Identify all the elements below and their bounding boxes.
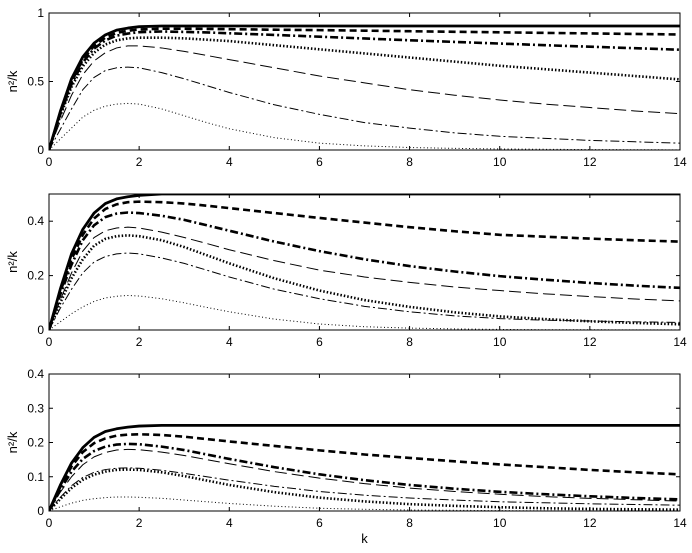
series-line-7 (49, 294, 680, 330)
series-line-6 (49, 252, 680, 330)
y-tick-label: 1 (37, 6, 44, 20)
series-line-1 (49, 423, 680, 511)
y-axis-label: n²/k (5, 251, 20, 273)
y-tick-label: 0 (37, 143, 44, 157)
x-tick-label: 4 (226, 155, 233, 169)
series-line-4 (49, 36, 680, 150)
x-tick-label: 2 (136, 335, 143, 349)
x-tick-label: 4 (226, 516, 233, 530)
x-tick-label: 14 (673, 155, 687, 169)
x-tick-label: 0 (46, 335, 53, 349)
series-line-5 (49, 467, 680, 511)
y-tick-label: 0.1 (27, 470, 44, 484)
y-tick-label: 0.4 (27, 214, 44, 228)
x-tick-label: 12 (583, 335, 597, 349)
series-line-7 (49, 102, 680, 150)
series-line-2 (49, 200, 680, 330)
chart-panel-2: 0 2 4 6 8 10 12 14 0 0.2 0.4 n²/k (5, 193, 687, 349)
series-line-1 (49, 194, 680, 330)
y-tick-label: 0 (37, 323, 44, 337)
x-tick-label: 14 (673, 335, 687, 349)
x-tick-label: 8 (406, 516, 413, 530)
series-line-5 (49, 234, 680, 330)
x-tick-label: 10 (493, 335, 507, 349)
series-line-5 (49, 45, 680, 150)
x-tick-label: 6 (316, 335, 323, 349)
x-tick-label: 6 (316, 516, 323, 530)
x-tick-label: 2 (136, 516, 143, 530)
x-tick-label: 0 (46, 516, 53, 530)
x-tick-label: 8 (406, 335, 413, 349)
series-line-6 (49, 66, 680, 150)
x-tick-label: 10 (493, 516, 507, 530)
x-tick-label: 8 (406, 155, 413, 169)
x-tick-label: 6 (316, 155, 323, 169)
x-tick-label: 12 (583, 155, 597, 169)
x-tick-label: 14 (673, 516, 687, 530)
y-tick-label: 0 (37, 504, 44, 518)
y-tick-label: 0.5 (27, 75, 44, 89)
axes-frame (48, 373, 681, 512)
x-tick-label: 10 (493, 155, 507, 169)
series-line-4 (49, 226, 680, 330)
series-line-4 (49, 448, 680, 511)
series-line-6 (49, 468, 680, 511)
x-axis-label: k (361, 531, 368, 546)
series-line-3 (49, 30, 680, 150)
y-axis-label: n²/k (5, 70, 20, 92)
series-line-2 (49, 27, 680, 150)
chart-panel-1: 0 2 4 6 8 10 12 14 0 0.5 1 n²/k (5, 6, 687, 169)
y-tick-label: 0.3 (27, 401, 44, 415)
series-line-1 (49, 24, 680, 150)
x-tick-label: 4 (226, 335, 233, 349)
series-line-2 (49, 432, 680, 511)
x-tick-label: 2 (136, 155, 143, 169)
series-line-3 (49, 211, 680, 330)
series-line-7 (49, 496, 680, 511)
chart-panel-3: 0 2 4 6 8 10 12 14 0 0.1 0.2 0.3 0.4 n²/k k (5, 367, 687, 546)
y-tick-label: 0.2 (27, 269, 44, 283)
x-tick-label: 12 (583, 516, 597, 530)
y-tick-label: 0.4 (27, 367, 44, 381)
y-axis-label: n²/k (5, 431, 20, 453)
y-tick-label: 0.2 (27, 436, 44, 450)
x-tick-label: 0 (46, 155, 53, 169)
series-line-3 (49, 442, 680, 511)
